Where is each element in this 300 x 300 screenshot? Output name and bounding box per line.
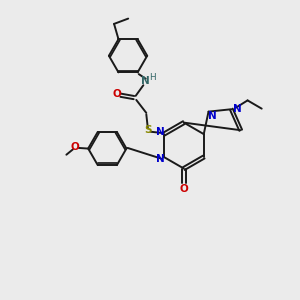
Text: O: O: [179, 184, 188, 194]
Text: N: N: [141, 76, 150, 86]
Text: N: N: [208, 111, 216, 121]
Text: H: H: [149, 73, 156, 82]
Text: S: S: [144, 125, 152, 135]
Text: N: N: [156, 127, 165, 137]
Text: N: N: [156, 154, 165, 164]
Text: O: O: [70, 142, 79, 152]
Text: N: N: [233, 103, 242, 114]
Text: O: O: [112, 89, 121, 99]
